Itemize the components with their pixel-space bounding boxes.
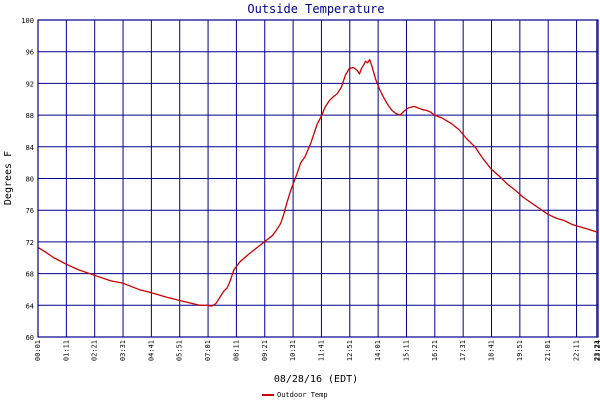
y-tick-label: 88	[26, 112, 34, 120]
x-tick-label: 11:41	[317, 340, 325, 361]
x-tick-label: 15:11	[402, 340, 410, 361]
y-tick-labels: 60 64 68 72 76 80 84 88 92 96 100	[21, 17, 34, 342]
x-tick-label: 21:01	[544, 340, 552, 361]
x-tick-label: 12:51	[346, 340, 354, 361]
y-tick-label: 92	[26, 80, 34, 88]
x-tick-label: 19:51	[516, 340, 524, 361]
y-tick-label: 68	[26, 271, 34, 279]
x-tick-label: 23:21	[593, 340, 600, 361]
x-tick-label: 09:21	[261, 340, 269, 361]
x-tick-label: 22:11	[573, 340, 581, 361]
y-tick-label: 100	[21, 17, 34, 25]
x-tick-label: 16:21	[431, 340, 439, 361]
x-tick-label: 05:51	[176, 340, 184, 361]
y-tick-label: 64	[26, 302, 34, 310]
y-tick-label: 72	[26, 239, 34, 247]
x-tick-label: 18:41	[488, 340, 496, 361]
x-axis-label: 08/28/16 (EDT)	[274, 374, 358, 385]
x-tick-label: 00:01	[34, 340, 42, 361]
x-tick-label: 17:31	[459, 340, 467, 361]
y-tick-label: 76	[26, 207, 34, 215]
x-tick-label: 23:24	[594, 340, 600, 361]
plot-frame	[37, 19, 599, 338]
x-tick-label: 03:31	[119, 340, 127, 361]
y-tick-label: 84	[26, 144, 34, 152]
x-tick-label: 08:11	[232, 340, 240, 361]
y-axis-label: Degrees F	[3, 151, 14, 205]
series-layer	[37, 58, 599, 307]
legend-label-outdoor-temp: Outdoor Temp	[277, 391, 328, 399]
y-tick-label: 60	[26, 334, 34, 342]
x-tick-label: 01:11	[62, 340, 70, 361]
x-tick-labels: 00:01 01:11 02:21 03:31 04:41 05:51 07:01 08:11…	[34, 340, 600, 361]
legend: Outdoor Temp	[262, 391, 328, 399]
x-tick-label: 04:41	[147, 340, 155, 361]
x-tick-label: 10:31	[289, 340, 297, 361]
x-tick-label: 02:21	[91, 340, 99, 361]
y-tick-label: 80	[26, 176, 34, 184]
chart-title: Outside Temperature	[247, 2, 384, 16]
x-tick-label: 14:01	[374, 340, 382, 361]
x-tick-label: 07:01	[204, 340, 212, 361]
y-tick-label: 96	[26, 49, 34, 57]
series-line-outdoor-temp	[37, 58, 599, 307]
